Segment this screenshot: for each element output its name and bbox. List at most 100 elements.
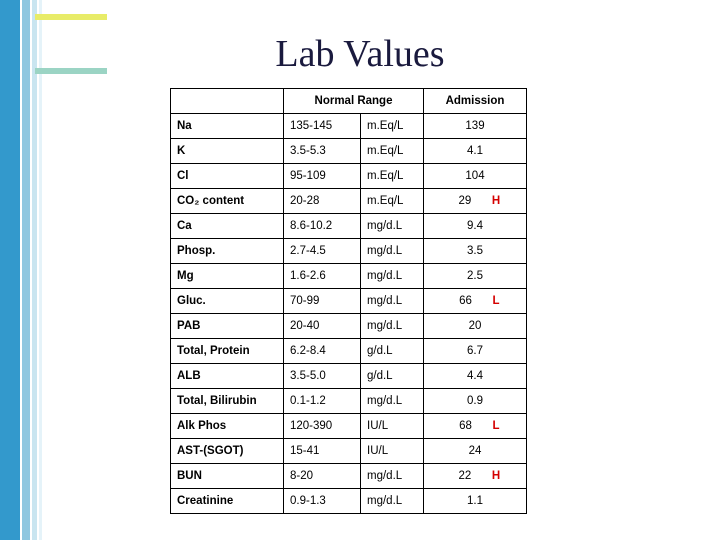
cell-analyte: Mg	[171, 264, 284, 289]
sidebar-stripe-3	[32, 0, 37, 540]
abnormal-flag: H	[480, 470, 500, 482]
cell-unit: mg/d.L	[361, 289, 424, 314]
table-row: ALB3.5-5.0g/d.L4.4	[171, 364, 527, 389]
cell-admission: 0.9	[424, 389, 527, 414]
header-admission: Admission	[424, 89, 527, 114]
table-row: AST-(SGOT)15-41IU/L24	[171, 439, 527, 464]
cell-admission: 6.7	[424, 339, 527, 364]
cell-unit: m.Eq/L	[361, 164, 424, 189]
cell-analyte: Gluc.	[171, 289, 284, 314]
cell-admission: 104	[424, 164, 527, 189]
accent-bar-yellow	[35, 14, 107, 20]
cell-admission: 29H	[424, 189, 527, 214]
table-row: Total, Bilirubin0.1-1.2mg/d.L 0.9	[171, 389, 527, 414]
cell-range: 15-41	[284, 439, 361, 464]
admission-value: 139	[460, 120, 490, 132]
table-row: Creatinine0.9-1.3mg/d.L 1.1	[171, 489, 527, 514]
admission-value: 6.7	[460, 345, 490, 357]
cell-analyte: K	[171, 139, 284, 164]
header-empty	[171, 89, 284, 114]
cell-range: 95-109	[284, 164, 361, 189]
cell-unit: IU/L	[361, 414, 424, 439]
admission-value: 20	[460, 320, 490, 332]
table-header-row: Normal Range Admission	[171, 89, 527, 114]
cell-admission: 22H	[424, 464, 527, 489]
admission-value: 29	[450, 195, 480, 207]
lab-values-table: Normal Range Admission Na135-145m.Eq/L13…	[170, 88, 527, 514]
cell-range: 3.5-5.3	[284, 139, 361, 164]
cell-unit: g/d.L	[361, 339, 424, 364]
admission-value: 24	[460, 445, 490, 457]
admission-value: 104	[460, 170, 490, 182]
cell-range: 20-40	[284, 314, 361, 339]
cell-admission: 4.1	[424, 139, 527, 164]
cell-range: 0.9-1.3	[284, 489, 361, 514]
sidebar-stripe-1	[0, 0, 20, 540]
table-row: Phosp.2.7-4.5mg/d.L3.5	[171, 239, 527, 264]
cell-unit: mg/d.L	[361, 314, 424, 339]
admission-value: 1.1	[460, 495, 490, 507]
cell-range: 8.6-10.2	[284, 214, 361, 239]
cell-admission: 139	[424, 114, 527, 139]
table-row: Mg1.6-2.6mg/d.L2.5	[171, 264, 527, 289]
admission-value: 4.4	[460, 370, 490, 382]
cell-range: 3.5-5.0	[284, 364, 361, 389]
cell-analyte: Cl	[171, 164, 284, 189]
cell-range: 0.1-1.2	[284, 389, 361, 414]
cell-analyte: Phosp.	[171, 239, 284, 264]
cell-range: 70-99	[284, 289, 361, 314]
page-title: Lab Values	[0, 32, 720, 76]
cell-unit: mg/d.L	[361, 389, 424, 414]
table-row: PAB20-40mg/d.L 20	[171, 314, 527, 339]
cell-unit: mg/d.L	[361, 489, 424, 514]
cell-admission: 2.5	[424, 264, 527, 289]
table-row: BUN8-20mg/d.L22H	[171, 464, 527, 489]
cell-unit: IU/L	[361, 439, 424, 464]
cell-range: 135-145	[284, 114, 361, 139]
table-row: Alk Phos120-390IU/L68L	[171, 414, 527, 439]
admission-value: 9.4	[460, 220, 490, 232]
admission-value: 68	[450, 420, 480, 432]
cell-analyte: Na	[171, 114, 284, 139]
cell-range: 20-28	[284, 189, 361, 214]
cell-analyte: BUN	[171, 464, 284, 489]
cell-unit: mg/d.L	[361, 214, 424, 239]
cell-range: 1.6-2.6	[284, 264, 361, 289]
cell-analyte: Total, Bilirubin	[171, 389, 284, 414]
cell-admission: 66L	[424, 289, 527, 314]
cell-admission: 3.5	[424, 239, 527, 264]
cell-range: 2.7-4.5	[284, 239, 361, 264]
abnormal-flag: H	[480, 195, 500, 207]
cell-admission: 24	[424, 439, 527, 464]
cell-unit: mg/d.L	[361, 264, 424, 289]
cell-admission: 4.4	[424, 364, 527, 389]
cell-admission: 9.4	[424, 214, 527, 239]
sidebar-stripe-2	[22, 0, 30, 540]
cell-admission: 68L	[424, 414, 527, 439]
table-row: Na135-145m.Eq/L 139	[171, 114, 527, 139]
cell-unit: m.Eq/L	[361, 114, 424, 139]
cell-range: 6.2-8.4	[284, 339, 361, 364]
table-row: Ca8.6-10.2mg/d.L 9.4	[171, 214, 527, 239]
cell-analyte: Total, Protein	[171, 339, 284, 364]
sidebar-stripe-4	[39, 0, 42, 540]
admission-value: 0.9	[460, 395, 490, 407]
admission-value: 22	[450, 470, 480, 482]
abnormal-flag: L	[480, 295, 499, 307]
table-row: Cl95-109m.Eq/L 104	[171, 164, 527, 189]
cell-unit: m.Eq/L	[361, 189, 424, 214]
cell-analyte: Creatinine	[171, 489, 284, 514]
cell-analyte: ALB	[171, 364, 284, 389]
table-row: CO₂ content20-28m.Eq/L29H	[171, 189, 527, 214]
table-row: K3.5-5.3m.Eq/L4.1	[171, 139, 527, 164]
cell-analyte: PAB	[171, 314, 284, 339]
cell-range: 120-390	[284, 414, 361, 439]
cell-analyte: CO₂ content	[171, 189, 284, 214]
abnormal-flag: L	[480, 420, 499, 432]
cell-analyte: Ca	[171, 214, 284, 239]
cell-unit: mg/d.L	[361, 464, 424, 489]
cell-unit: m.Eq/L	[361, 139, 424, 164]
table-row: Gluc.70-99mg/d.L66L	[171, 289, 527, 314]
header-normal-range: Normal Range	[284, 89, 424, 114]
cell-analyte: Alk Phos	[171, 414, 284, 439]
